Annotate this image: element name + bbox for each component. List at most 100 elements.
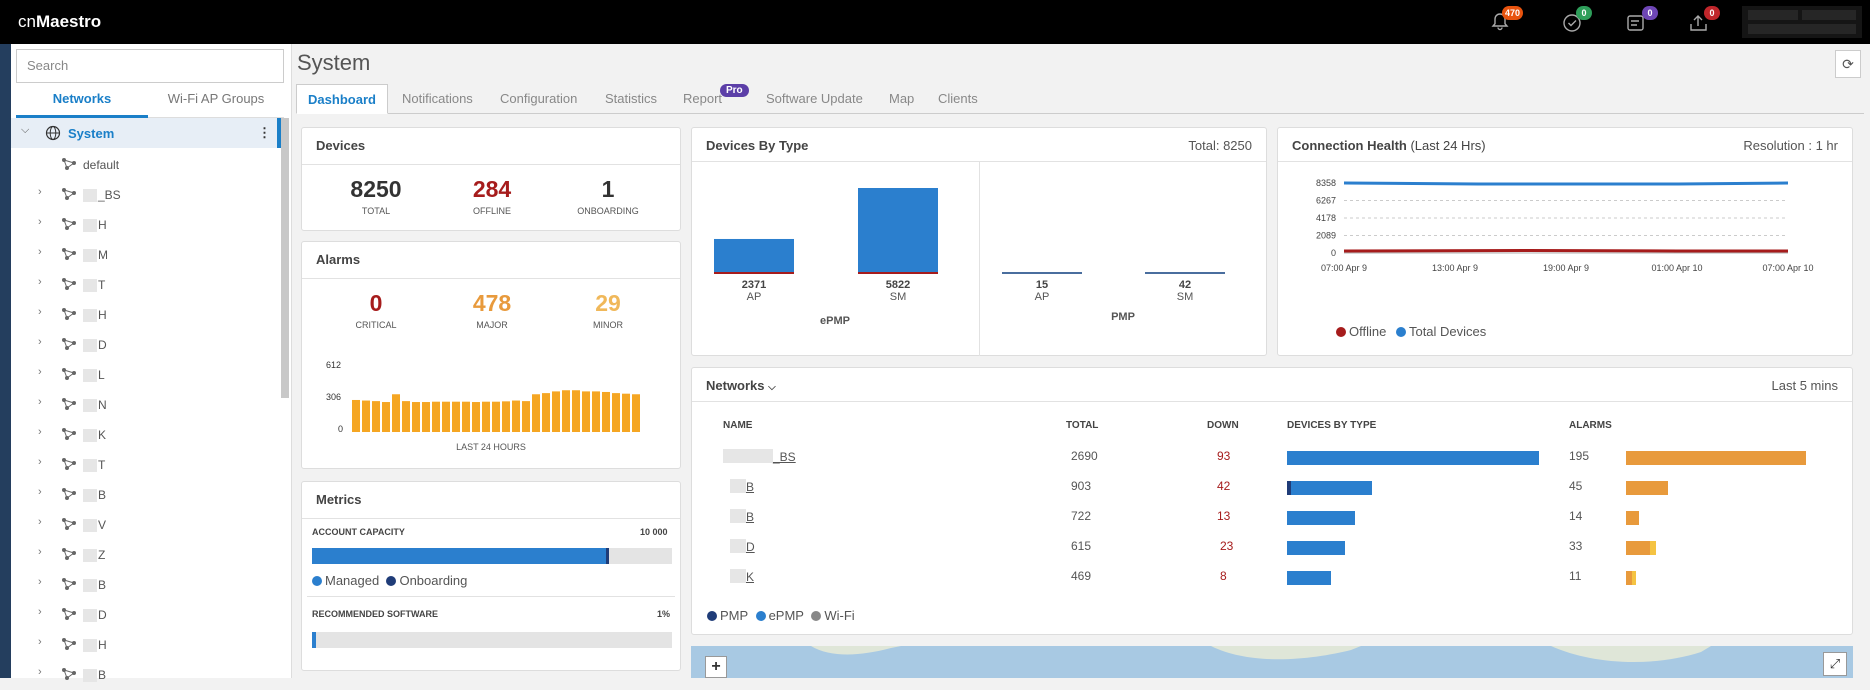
chevron-right-icon[interactable]: › xyxy=(38,456,42,468)
network-major-alarm-bar[interactable] xyxy=(1626,481,1668,495)
col-total[interactable]: TOTAL xyxy=(1066,420,1099,431)
tree-item[interactable]: › _BS xyxy=(11,180,281,210)
network-name-link[interactable]: B xyxy=(730,479,754,494)
map-panel[interactable]: + ⤢ xyxy=(691,646,1853,678)
tab-report[interactable]: Report xyxy=(683,91,723,106)
user-menu[interactable] xyxy=(1742,6,1862,38)
tree-item[interactable]: › D xyxy=(11,600,281,630)
tree-item[interactable]: › K xyxy=(11,420,281,450)
alarms-major-value[interactable]: 478 xyxy=(472,290,512,316)
alarms-critical-value[interactable]: 0 xyxy=(369,290,383,316)
network-minor-alarm-bar[interactable] xyxy=(1632,571,1637,585)
tab-wifi-ap-groups[interactable]: Wi-Fi AP Groups xyxy=(148,90,284,118)
alarms-bar-chart[interactable] xyxy=(352,362,652,432)
tree-item[interactable]: › L xyxy=(11,360,281,390)
tree-item[interactable]: › H xyxy=(11,630,281,660)
network-major-alarm-bar[interactable] xyxy=(1626,541,1650,555)
chevron-right-icon[interactable]: › xyxy=(38,546,42,558)
tree-item[interactable]: › Z xyxy=(11,540,281,570)
col-alarms[interactable]: ALARMS xyxy=(1569,420,1612,431)
devices-total-value[interactable]: 8250 xyxy=(350,176,402,202)
network-down[interactable]: 23 xyxy=(1220,539,1234,553)
tab-statistics[interactable]: Statistics xyxy=(605,91,658,106)
chevron-right-icon[interactable]: › xyxy=(38,576,42,588)
network-down[interactable]: 42 xyxy=(1217,479,1231,493)
tree-item[interactable]: › V xyxy=(11,510,281,540)
chevron-right-icon[interactable]: › xyxy=(38,606,42,618)
tab-map[interactable]: Map xyxy=(889,91,915,106)
alarms-minor-value[interactable]: 29 xyxy=(595,290,621,316)
chevron-right-icon[interactable]: › xyxy=(38,636,42,648)
network-minor-alarm-bar[interactable] xyxy=(1650,541,1657,555)
network-down[interactable]: 13 xyxy=(1217,509,1231,523)
col-down[interactable]: DOWN xyxy=(1207,420,1239,431)
network-device-type-bar[interactable] xyxy=(1287,511,1355,525)
network-device-type-bar[interactable] xyxy=(1287,571,1331,585)
chevron-right-icon[interactable]: › xyxy=(38,336,42,348)
chevron-down-icon[interactable]: ⌵ xyxy=(21,124,30,136)
network-down[interactable]: 93 xyxy=(1217,449,1231,463)
sidebar-scrollbar[interactable] xyxy=(281,118,289,398)
chevron-right-icon[interactable]: › xyxy=(38,366,42,378)
app-logo[interactable]: cnMaestro xyxy=(18,12,102,31)
network-major-alarm-bar[interactable] xyxy=(1626,451,1806,465)
tree-item[interactable]: default xyxy=(11,150,281,180)
chevron-right-icon[interactable]: › xyxy=(38,516,42,528)
tree-item[interactable]: › B xyxy=(11,660,281,690)
chevron-right-icon[interactable]: › xyxy=(38,306,42,318)
chevron-right-icon[interactable]: › xyxy=(38,486,42,498)
upload-icon[interactable]: 0 xyxy=(1688,6,1720,36)
alarm-bar xyxy=(522,401,530,432)
chevron-right-icon[interactable]: › xyxy=(38,426,42,438)
network-name-link[interactable]: K xyxy=(730,569,754,584)
chevron-right-icon[interactable]: › xyxy=(38,396,42,408)
connection-health-legend[interactable]: Offline Total Devices xyxy=(1336,324,1486,339)
tree-root-system[interactable]: ⌵ System ⋮ xyxy=(11,118,281,148)
tree-item[interactable]: › H xyxy=(11,210,281,240)
tab-configuration[interactable]: Configuration xyxy=(500,91,578,106)
search-input[interactable]: Search xyxy=(16,49,284,83)
tree-item[interactable]: › M xyxy=(11,240,281,270)
network-device-type-bar[interactable] xyxy=(1287,481,1372,495)
network-major-alarm-bar[interactable] xyxy=(1626,511,1639,525)
devices-offline-value[interactable]: 284 xyxy=(472,176,512,202)
zoom-in-button[interactable]: + xyxy=(705,656,727,678)
connection-health-chart[interactable]: 8358 6267 4178 2089 0 07:00 Apr 9 13:00 Apr 9 1… xyxy=(1278,168,1852,283)
tab-networks[interactable]: Networks xyxy=(16,90,148,118)
tree-item[interactable]: › B xyxy=(11,570,281,600)
tab-clients[interactable]: Clients xyxy=(938,91,978,106)
tab-dashboard[interactable]: Dashboard xyxy=(296,84,388,114)
network-down[interactable]: 8 xyxy=(1220,569,1227,583)
chevron-right-icon[interactable]: › xyxy=(38,246,42,258)
network-name-link[interactable]: D xyxy=(730,539,755,554)
tree-root-label: System xyxy=(68,126,115,141)
col-name[interactable]: NAME xyxy=(723,420,753,431)
refresh-icon[interactable]: ⟳ xyxy=(1835,50,1861,78)
tree-item[interactable]: › B xyxy=(11,480,281,510)
more-vertical-icon[interactable]: ⋮ xyxy=(258,125,271,140)
tree-item[interactable]: › D xyxy=(11,330,281,360)
network-name-link[interactable]: _BS xyxy=(723,449,796,464)
check-circle-icon[interactable]: 0 xyxy=(1562,6,1592,36)
network-device-type-bar[interactable] xyxy=(1287,451,1539,465)
expand-icon[interactable]: ⤢ xyxy=(1823,652,1847,676)
chevron-right-icon[interactable]: › xyxy=(38,276,42,288)
alarm-ytick: 306 xyxy=(326,392,342,402)
chevron-right-icon[interactable]: › xyxy=(38,216,42,228)
tree-item[interactable]: › T xyxy=(11,450,281,480)
tree-item[interactable]: › N xyxy=(11,390,281,420)
devices-onboarding-value[interactable]: 1 xyxy=(601,176,615,202)
tab-software-update[interactable]: Software Update xyxy=(766,91,863,106)
tasks-icon[interactable]: 0 xyxy=(1626,6,1658,36)
network-major-alarm-bar[interactable] xyxy=(1626,571,1633,585)
bell-icon[interactable]: 470 xyxy=(1490,6,1524,36)
chevron-right-icon[interactable]: › xyxy=(38,666,42,678)
networks-dropdown[interactable]: Networks ⌵ xyxy=(706,378,776,393)
chevron-right-icon[interactable]: › xyxy=(38,186,42,198)
tree-item[interactable]: › H xyxy=(11,300,281,330)
tab-notifications[interactable]: Notifications xyxy=(402,91,473,106)
tree-item[interactable]: › T xyxy=(11,270,281,300)
network-name-link[interactable]: B xyxy=(730,509,754,524)
network-device-type-bar[interactable] xyxy=(1287,541,1345,555)
